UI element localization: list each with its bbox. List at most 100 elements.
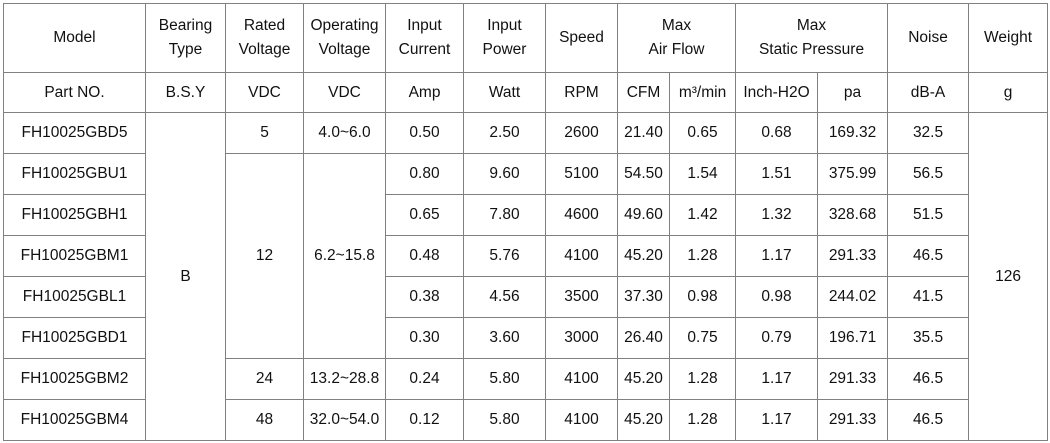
data-cell: 1.28 [668, 235, 737, 277]
data-cell: 21.40 [617, 112, 670, 154]
table-row: FH10025GBD1 0.30 3.60 3000 26.40 0.75 0.79 196.… [3, 317, 1048, 359]
part-number: FH10025GBM1 [3, 235, 146, 277]
data-cell: 291.33 [817, 399, 889, 441]
unit-cell: m³/min [668, 72, 737, 113]
data-cell: 5.76 [463, 235, 546, 277]
data-cell: 244.02 [817, 276, 889, 318]
part-number: FH10025GBM2 [3, 358, 146, 400]
data-cell: 1.17 [735, 235, 819, 277]
unit-cell: B.S.Y [145, 72, 226, 113]
data-cell: 169.32 [817, 112, 889, 154]
data-cell: 5100 [545, 153, 618, 195]
unit-cell: CFM [617, 72, 670, 113]
data-cell: 3000 [545, 317, 618, 359]
data-cell: 1.17 [735, 358, 819, 400]
data-cell: 1.17 [735, 399, 819, 441]
header-cell: Speed [545, 3, 618, 73]
part-number: FH10025GBU1 [3, 153, 146, 195]
data-cell: 0.79 [735, 317, 819, 359]
header-cell: Noise [887, 3, 970, 73]
data-cell: 0.65 [668, 112, 737, 154]
data-cell: 48 [225, 399, 304, 441]
data-cell: 0.65 [385, 194, 464, 236]
unit-cell: Amp [385, 72, 464, 113]
data-cell: 35.5 [887, 317, 970, 359]
part-number: FH10025GBD1 [3, 317, 146, 359]
data-cell: 45.20 [617, 358, 670, 400]
data-cell: 4100 [545, 235, 618, 277]
data-cell: 2.50 [463, 112, 546, 154]
data-cell: 7.80 [463, 194, 546, 236]
unit-cell: VDC [303, 72, 386, 113]
data-cell: 0.98 [735, 276, 819, 318]
unit-cell: Watt [463, 72, 546, 113]
data-cell: 41.5 [887, 276, 970, 318]
data-cell: 291.33 [817, 235, 889, 277]
data-cell: 32.5 [887, 112, 970, 154]
unit-cell: dB-A [887, 72, 970, 113]
data-cell: 4100 [545, 358, 618, 400]
data-cell: 54.50 [617, 153, 670, 195]
data-cell: 196.71 [817, 317, 889, 359]
header-cell: Max Air Flow [616, 3, 737, 73]
header-cell: Weight [968, 3, 1049, 73]
unit-cell: g [968, 72, 1049, 113]
header-cell: Input Current [385, 3, 464, 73]
part-number: FH10025GBL1 [3, 276, 146, 318]
unit-cell: VDC [225, 72, 304, 113]
unit-cell: RPM [545, 72, 618, 113]
data-cell: 3500 [545, 276, 618, 318]
data-cell: 0.30 [385, 317, 464, 359]
header-cell: Rated Voltage [225, 3, 304, 73]
data-cell: 32.0~54.0 [303, 399, 386, 441]
data-cell: 49.60 [617, 194, 670, 236]
table-row: Model Bearing Type Rated Voltage Operating … [3, 3, 1049, 73]
table-row: Part NO. B.S.Y VDC VDC Amp Watt RPM CFM m³/min In… [3, 72, 1049, 113]
table-row: FH10025GBL1 0.38 4.56 3500 37.30 0.98 0.98 244.… [3, 276, 1048, 318]
data-cell: 45.20 [617, 235, 670, 277]
header-cell: Max Static Pressure [735, 3, 889, 73]
part-number: FH10025GBM4 [3, 399, 146, 441]
data-cell: 291.33 [817, 358, 889, 400]
data-cell: B [145, 112, 226, 441]
data-cell: 0.98 [668, 276, 737, 318]
header-cell: Model [3, 3, 146, 73]
data-cell: 5 [225, 112, 304, 154]
data-cell: 328.68 [817, 194, 889, 236]
part-number: FH10025GBD5 [3, 112, 146, 154]
part-number: FH10025GBH1 [3, 194, 146, 236]
data-cell: 24 [225, 358, 304, 400]
table-row: FH10025GBH1 0.65 7.80 4600 49.60 1.42 1.32 328.… [3, 194, 1048, 236]
data-cell: 375.99 [817, 153, 889, 195]
data-cell: 4100 [545, 399, 618, 441]
data-cell: 0.38 [385, 276, 464, 318]
data-cell: 5.80 [463, 399, 546, 441]
data-cell: 12 [225, 153, 304, 359]
data-cell: 51.5 [887, 194, 970, 236]
data-cell: 4.0~6.0 [303, 112, 386, 154]
spec-table: Model Bearing Type Rated Voltage Operating … [3, 3, 1049, 441]
data-cell: 45.20 [617, 399, 670, 441]
table-row: FH10025GBM4 48 32.0~54.0 0.12 5.80 4100 45.20 1… [3, 399, 1048, 441]
data-cell: 0.12 [385, 399, 464, 441]
unit-cell: Inch-H2O [735, 72, 819, 113]
data-cell: 126 [968, 112, 1049, 441]
data-cell: 0.24 [385, 358, 464, 400]
data-cell: 13.2~28.8 [303, 358, 386, 400]
data-cell: 46.5 [887, 399, 970, 441]
data-cell: 0.68 [735, 112, 819, 154]
header-cell: Bearing Type [145, 3, 226, 73]
data-cell: 1.28 [668, 358, 737, 400]
data-cell: 9.60 [463, 153, 546, 195]
unit-cell: pa [817, 72, 889, 113]
data-cell: 5.80 [463, 358, 546, 400]
data-cell: 1.54 [668, 153, 737, 195]
table-row: FH10025GBD5 B 5 4.0~6.0 0.50 2.50 2600 21.40 0.6… [3, 112, 1049, 441]
table-body: Model Bearing Type Rated Voltage Operating … [3, 3, 1049, 441]
data-cell: 0.80 [385, 153, 464, 195]
data-cell: 56.5 [887, 153, 970, 195]
data-cell: 6.2~15.8 [303, 153, 386, 359]
data-cell: 26.40 [617, 317, 670, 359]
data-cell: 0.48 [385, 235, 464, 277]
